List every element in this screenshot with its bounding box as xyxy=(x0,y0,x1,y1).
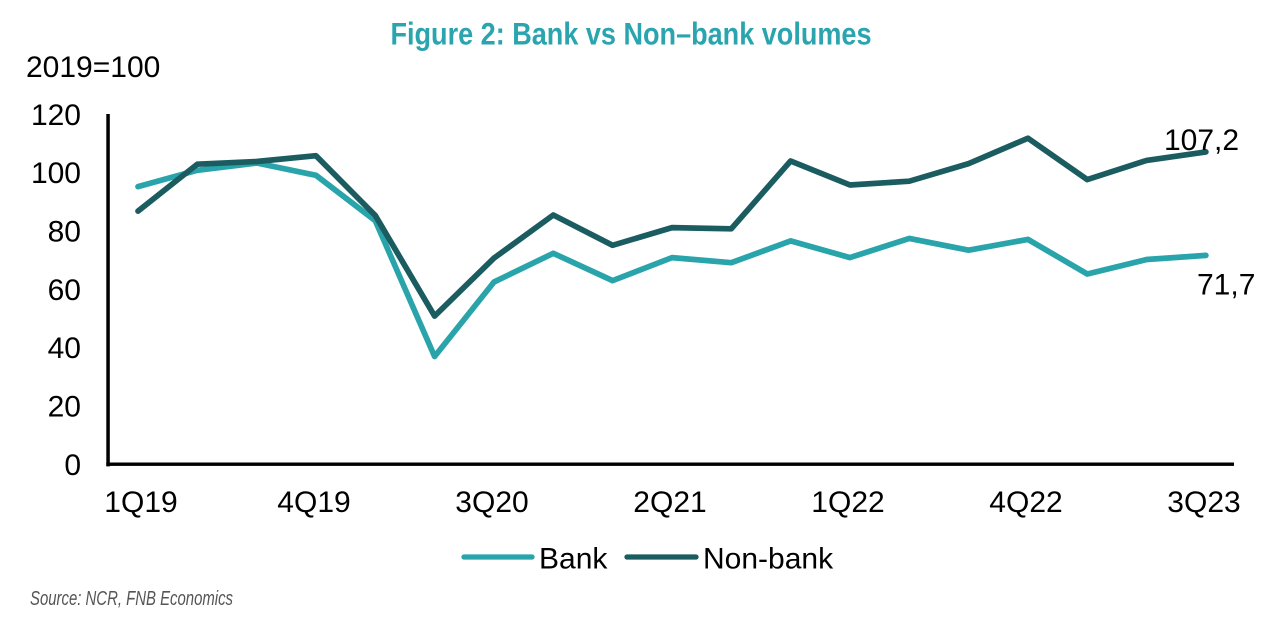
svg-text:Figure 2: Bank vs Non–bank vol: Figure 2: Bank vs Non–bank volumes xyxy=(391,16,872,52)
svg-text:1Q22: 1Q22 xyxy=(811,486,884,519)
svg-text:3Q20: 3Q20 xyxy=(455,486,528,519)
svg-text:1Q19: 1Q19 xyxy=(104,486,177,519)
svg-text:60: 60 xyxy=(48,274,81,307)
svg-text:40: 40 xyxy=(48,332,81,365)
svg-text:4Q22: 4Q22 xyxy=(989,486,1062,519)
svg-text:Non-bank: Non-bank xyxy=(703,543,834,576)
svg-text:120: 120 xyxy=(31,99,81,132)
svg-text:4Q19: 4Q19 xyxy=(277,486,350,519)
svg-text:3Q23: 3Q23 xyxy=(1167,486,1240,519)
svg-text:20: 20 xyxy=(48,391,81,424)
svg-text:71,7: 71,7 xyxy=(1197,268,1255,301)
svg-text:Source: NCR, FNB Economics: Source: NCR, FNB Economics xyxy=(30,588,233,610)
svg-text:2019=100: 2019=100 xyxy=(26,51,160,84)
svg-text:80: 80 xyxy=(48,216,81,249)
svg-text:2Q21: 2Q21 xyxy=(633,486,706,519)
svg-text:Bank: Bank xyxy=(539,543,608,576)
svg-text:107,2: 107,2 xyxy=(1164,124,1239,157)
svg-text:0: 0 xyxy=(64,449,81,482)
svg-text:100: 100 xyxy=(31,157,81,190)
